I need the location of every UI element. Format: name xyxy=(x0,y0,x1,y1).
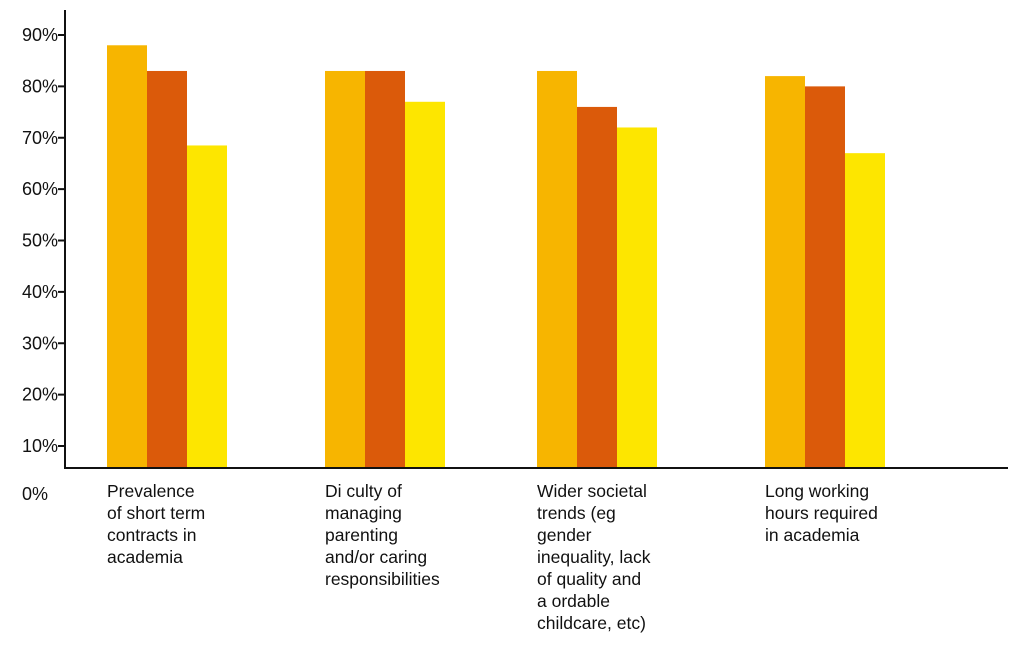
y-tick-label: 80% xyxy=(22,76,58,96)
x-category-label: Prevalence of short term contracts in ac… xyxy=(107,481,206,567)
y-tick-label: 60% xyxy=(22,179,58,199)
y-axis-ticks: 0% 10% 20% 30% 40% 50% 60% 70% 80% 90% xyxy=(22,25,65,504)
bar-1-series-1 xyxy=(107,45,147,469)
bar-2-series-3 xyxy=(405,101,445,468)
bar-4-series-3 xyxy=(845,153,885,468)
y-tick-label: 70% xyxy=(22,128,58,148)
y-tick-label: 90% xyxy=(22,25,58,45)
y-tick-label: 10% xyxy=(22,436,58,456)
x-category-label: Long working hours required in academia xyxy=(765,481,878,545)
bar-2-series-1 xyxy=(325,70,365,469)
bar-3-series-2 xyxy=(577,106,617,469)
bars-group xyxy=(107,45,885,469)
bar-3-series-3 xyxy=(617,127,657,468)
y-tick-label: 20% xyxy=(22,385,58,405)
bar-2-series-2 xyxy=(365,70,405,469)
y-tick-label: 30% xyxy=(22,333,58,353)
y-tick-label: 40% xyxy=(22,282,58,302)
bar-4-series-1 xyxy=(765,76,805,468)
bar-1-series-3 xyxy=(187,145,227,469)
x-category-label: Wider societal trends (eg gender inequal… xyxy=(537,481,651,633)
x-category-label: Di culty of managing parenting and/or ca… xyxy=(325,481,440,589)
bar-4-series-2 xyxy=(805,86,845,468)
bar-1-series-2 xyxy=(147,70,187,469)
y-tick-label: 0% xyxy=(22,484,48,504)
bar-3-series-1 xyxy=(537,70,577,469)
y-tick-label: 50% xyxy=(22,231,58,251)
